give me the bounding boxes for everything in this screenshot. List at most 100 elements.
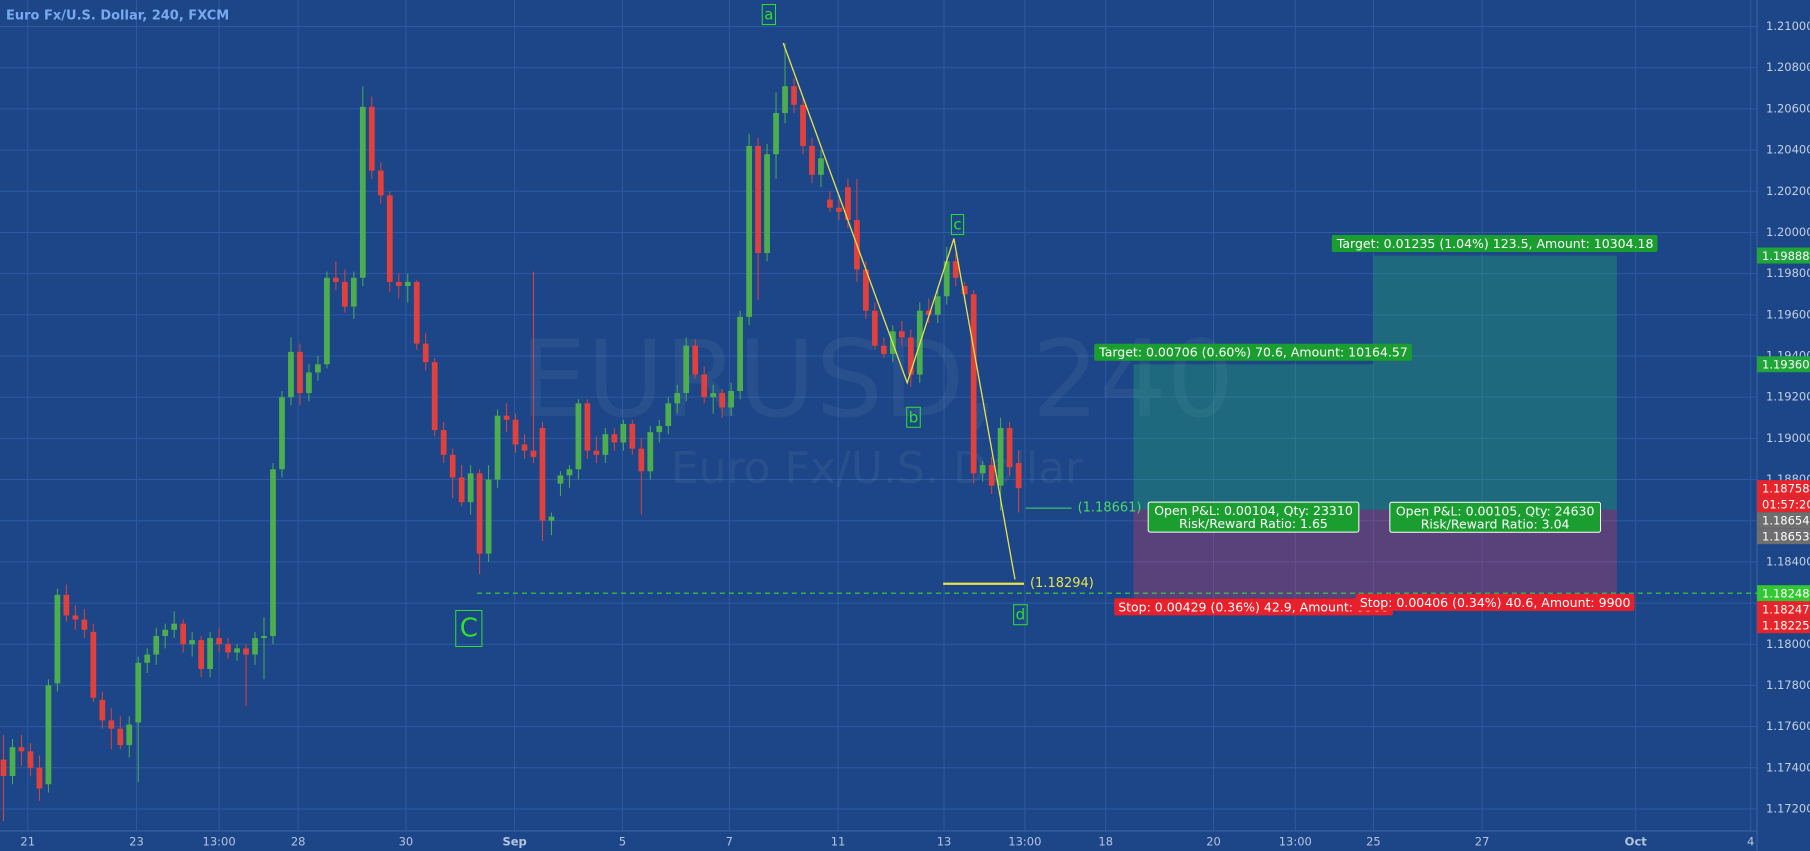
candle-body xyxy=(898,331,905,338)
candle-body xyxy=(189,640,196,645)
x-tick-label: 27 xyxy=(1475,835,1490,849)
price-label: 1.18248 xyxy=(1762,587,1810,601)
watermark-subtitle: Euro Fx/U.S. Dollar xyxy=(671,443,1084,494)
price-label: 1.18247 xyxy=(1762,603,1810,617)
y-tick-label: 1.20800 xyxy=(1766,60,1810,74)
price-label-box xyxy=(1757,356,1810,373)
wave-label: c xyxy=(950,214,965,236)
target-zone xyxy=(1133,364,1374,510)
candle-body xyxy=(288,351,294,398)
x-tick-label: 13:00 xyxy=(1279,835,1312,849)
stop-label-box xyxy=(1114,598,1393,616)
candle-body xyxy=(907,337,914,375)
candle-body xyxy=(153,636,160,655)
candle-body xyxy=(638,448,645,472)
price-label-box xyxy=(1757,480,1810,497)
candle-body xyxy=(99,699,106,721)
candle-body xyxy=(934,296,941,315)
candle-body xyxy=(117,728,124,746)
candle-body xyxy=(809,145,815,175)
candle-body xyxy=(683,345,690,394)
x-tick-label: 7 xyxy=(726,835,733,849)
candle-body xyxy=(395,281,402,286)
candle-body xyxy=(359,106,366,278)
candle-body xyxy=(135,662,142,723)
x-tick-label: 5 xyxy=(619,835,626,849)
y-tick-label: 1.20600 xyxy=(1766,101,1810,115)
candle-body xyxy=(90,631,97,698)
candle-body xyxy=(234,648,240,653)
candle-body xyxy=(494,415,501,480)
candle-body xyxy=(368,106,375,171)
candle-body xyxy=(413,281,420,344)
candle-body xyxy=(979,465,986,474)
x-tick-label: 23 xyxy=(129,835,144,849)
candle-body xyxy=(818,158,824,175)
x-tick-label: 4 xyxy=(1747,835,1754,849)
candle-body xyxy=(72,615,79,620)
y-tick-label: 1.19600 xyxy=(1766,307,1810,321)
wave-label: a xyxy=(761,4,776,26)
candle-body xyxy=(324,277,330,365)
candle-body xyxy=(512,419,519,445)
candle-body xyxy=(162,629,169,637)
y-tick-label: 1.21000 xyxy=(1766,19,1810,33)
stop-label-box xyxy=(1355,593,1635,611)
candle-body xyxy=(350,277,357,307)
candle-body xyxy=(710,393,717,398)
wave-label-text: c xyxy=(953,216,961,234)
candle-body xyxy=(827,199,833,208)
countdown-label: 01:57:20 xyxy=(1762,498,1810,512)
candle-body xyxy=(997,428,1004,486)
candle-body xyxy=(611,434,618,443)
candle-body xyxy=(548,516,555,521)
y-tick-label: 1.20000 xyxy=(1766,225,1810,239)
y-tick-label: 1.17800 xyxy=(1766,678,1810,692)
wave-label: d xyxy=(1013,604,1028,626)
candle-body xyxy=(575,403,582,470)
countdown-label-box xyxy=(1757,496,1810,513)
candle-body xyxy=(386,195,393,282)
candle-body xyxy=(333,277,339,282)
price-label-box xyxy=(1757,617,1810,634)
candle-body xyxy=(584,403,591,451)
candle-body xyxy=(9,747,16,777)
price-label-box xyxy=(1757,585,1810,602)
candle-body xyxy=(863,269,869,311)
pnl-box xyxy=(1389,501,1601,533)
candle-body xyxy=(943,261,950,297)
candle-body xyxy=(306,372,312,394)
candle-body xyxy=(458,477,465,503)
candle-body xyxy=(63,594,70,616)
level-label: (1.18661) xyxy=(1078,501,1142,516)
candle-body xyxy=(647,432,654,472)
pnl-box xyxy=(1147,501,1360,533)
price-label-box xyxy=(1757,601,1810,618)
candle-body xyxy=(503,415,510,420)
candle-body xyxy=(476,473,483,554)
candle-body xyxy=(880,345,887,354)
candle-body xyxy=(521,444,528,451)
candle-body xyxy=(225,644,231,653)
candle-body xyxy=(692,345,699,375)
candle-body xyxy=(449,454,456,478)
price-label-box xyxy=(1757,528,1810,545)
target-label: Target: 0.01235 (1.04%) 123.5, Amount: 1… xyxy=(1336,236,1654,251)
wave-label: C xyxy=(455,610,483,648)
candle-body xyxy=(377,170,384,196)
y-tick-label: 1.18000 xyxy=(1766,637,1810,651)
stop-label: Stop: 0.00406 (0.34%) 40.6, Amount: 9900 xyxy=(1360,595,1631,610)
candle-body xyxy=(755,145,761,254)
x-tick-label: Sep xyxy=(502,835,526,849)
candle-body xyxy=(404,281,411,286)
candle-body xyxy=(1015,463,1022,489)
wave-label-box xyxy=(950,214,965,236)
candle-body xyxy=(566,469,573,476)
price-label-box xyxy=(1757,247,1810,264)
wave-label-box xyxy=(906,406,921,428)
target-label-box xyxy=(1331,235,1658,253)
candle-body xyxy=(728,390,735,408)
candle-body xyxy=(270,469,276,637)
candle-body xyxy=(1006,428,1013,468)
y-tick-label: 1.19000 xyxy=(1766,431,1810,445)
